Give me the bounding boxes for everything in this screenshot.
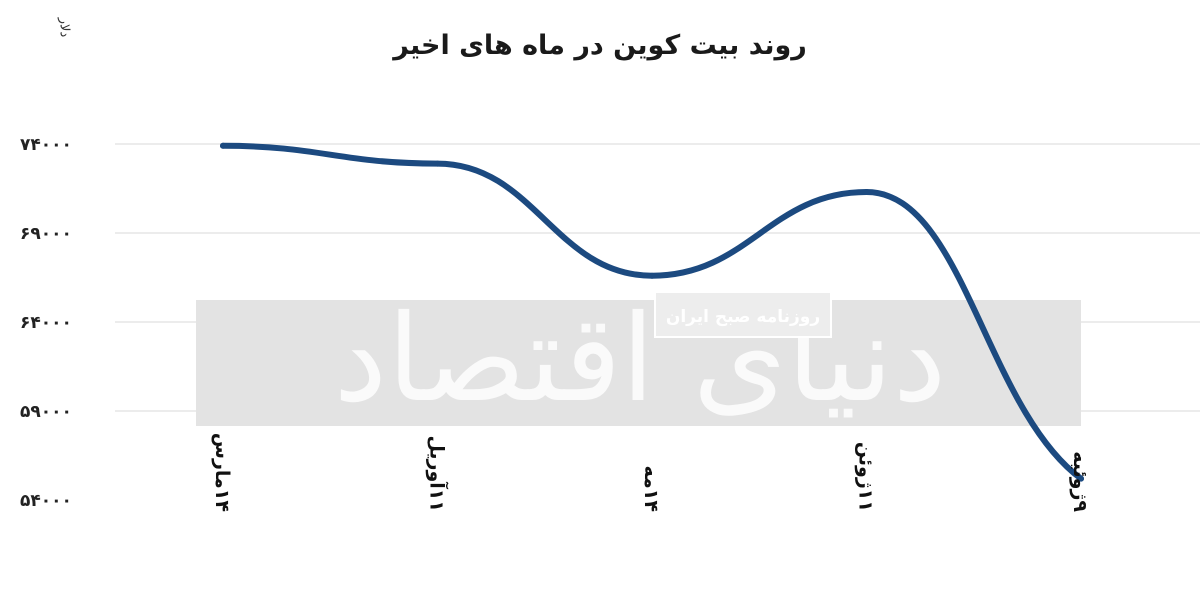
y-tick-label: ۷۴۰۰۰ — [20, 135, 72, 155]
x-tick-label: ۱۱ژوئن — [855, 442, 877, 512]
watermark-tagline: روزنامه صبح ایران — [666, 307, 820, 327]
watermark-band — [196, 300, 1081, 426]
data-point — [220, 142, 226, 149]
series-group — [220, 142, 1084, 482]
data-point — [434, 160, 441, 167]
x-axis-ticks: ۱۴مارس ۱۱آوریل ۱۴مه ۱۱ژوئن ۹ژوئیه — [211, 433, 1091, 513]
data-point — [863, 189, 870, 196]
x-tick-label: ۱۴مارس — [211, 433, 233, 512]
data-point — [1078, 475, 1084, 482]
x-tick-label: ۹ژوئیه — [1069, 451, 1091, 512]
x-tick-label: ۱۱آوریل — [426, 435, 450, 512]
data-point — [649, 272, 655, 279]
y-tick-label: ۵۴۰۰۰ — [20, 491, 72, 511]
watermark-tag-box — [654, 291, 832, 338]
y-tick-label: ۵۹۰۰۰ — [20, 402, 72, 422]
watermark: دنیای اقتصاد روزنامه صبح ایران — [196, 290, 1081, 429]
x-tick-label: ۱۴مه — [640, 466, 662, 513]
watermark-brand: دنیای اقتصاد — [334, 290, 947, 429]
series-line — [220, 142, 1084, 482]
y-tick-label: ۶۹۰۰۰ — [20, 224, 72, 244]
y-tick-label: ۶۴۰۰۰ — [20, 313, 72, 333]
chart-title: روند بیت کوین در ماه های اخیر — [393, 30, 807, 61]
y-axis-ticks: ۷۴۰۰۰ ۶۹۰۰۰ ۶۴۰۰۰ ۵۹۰۰۰ ۵۴۰۰۰ — [20, 135, 72, 511]
